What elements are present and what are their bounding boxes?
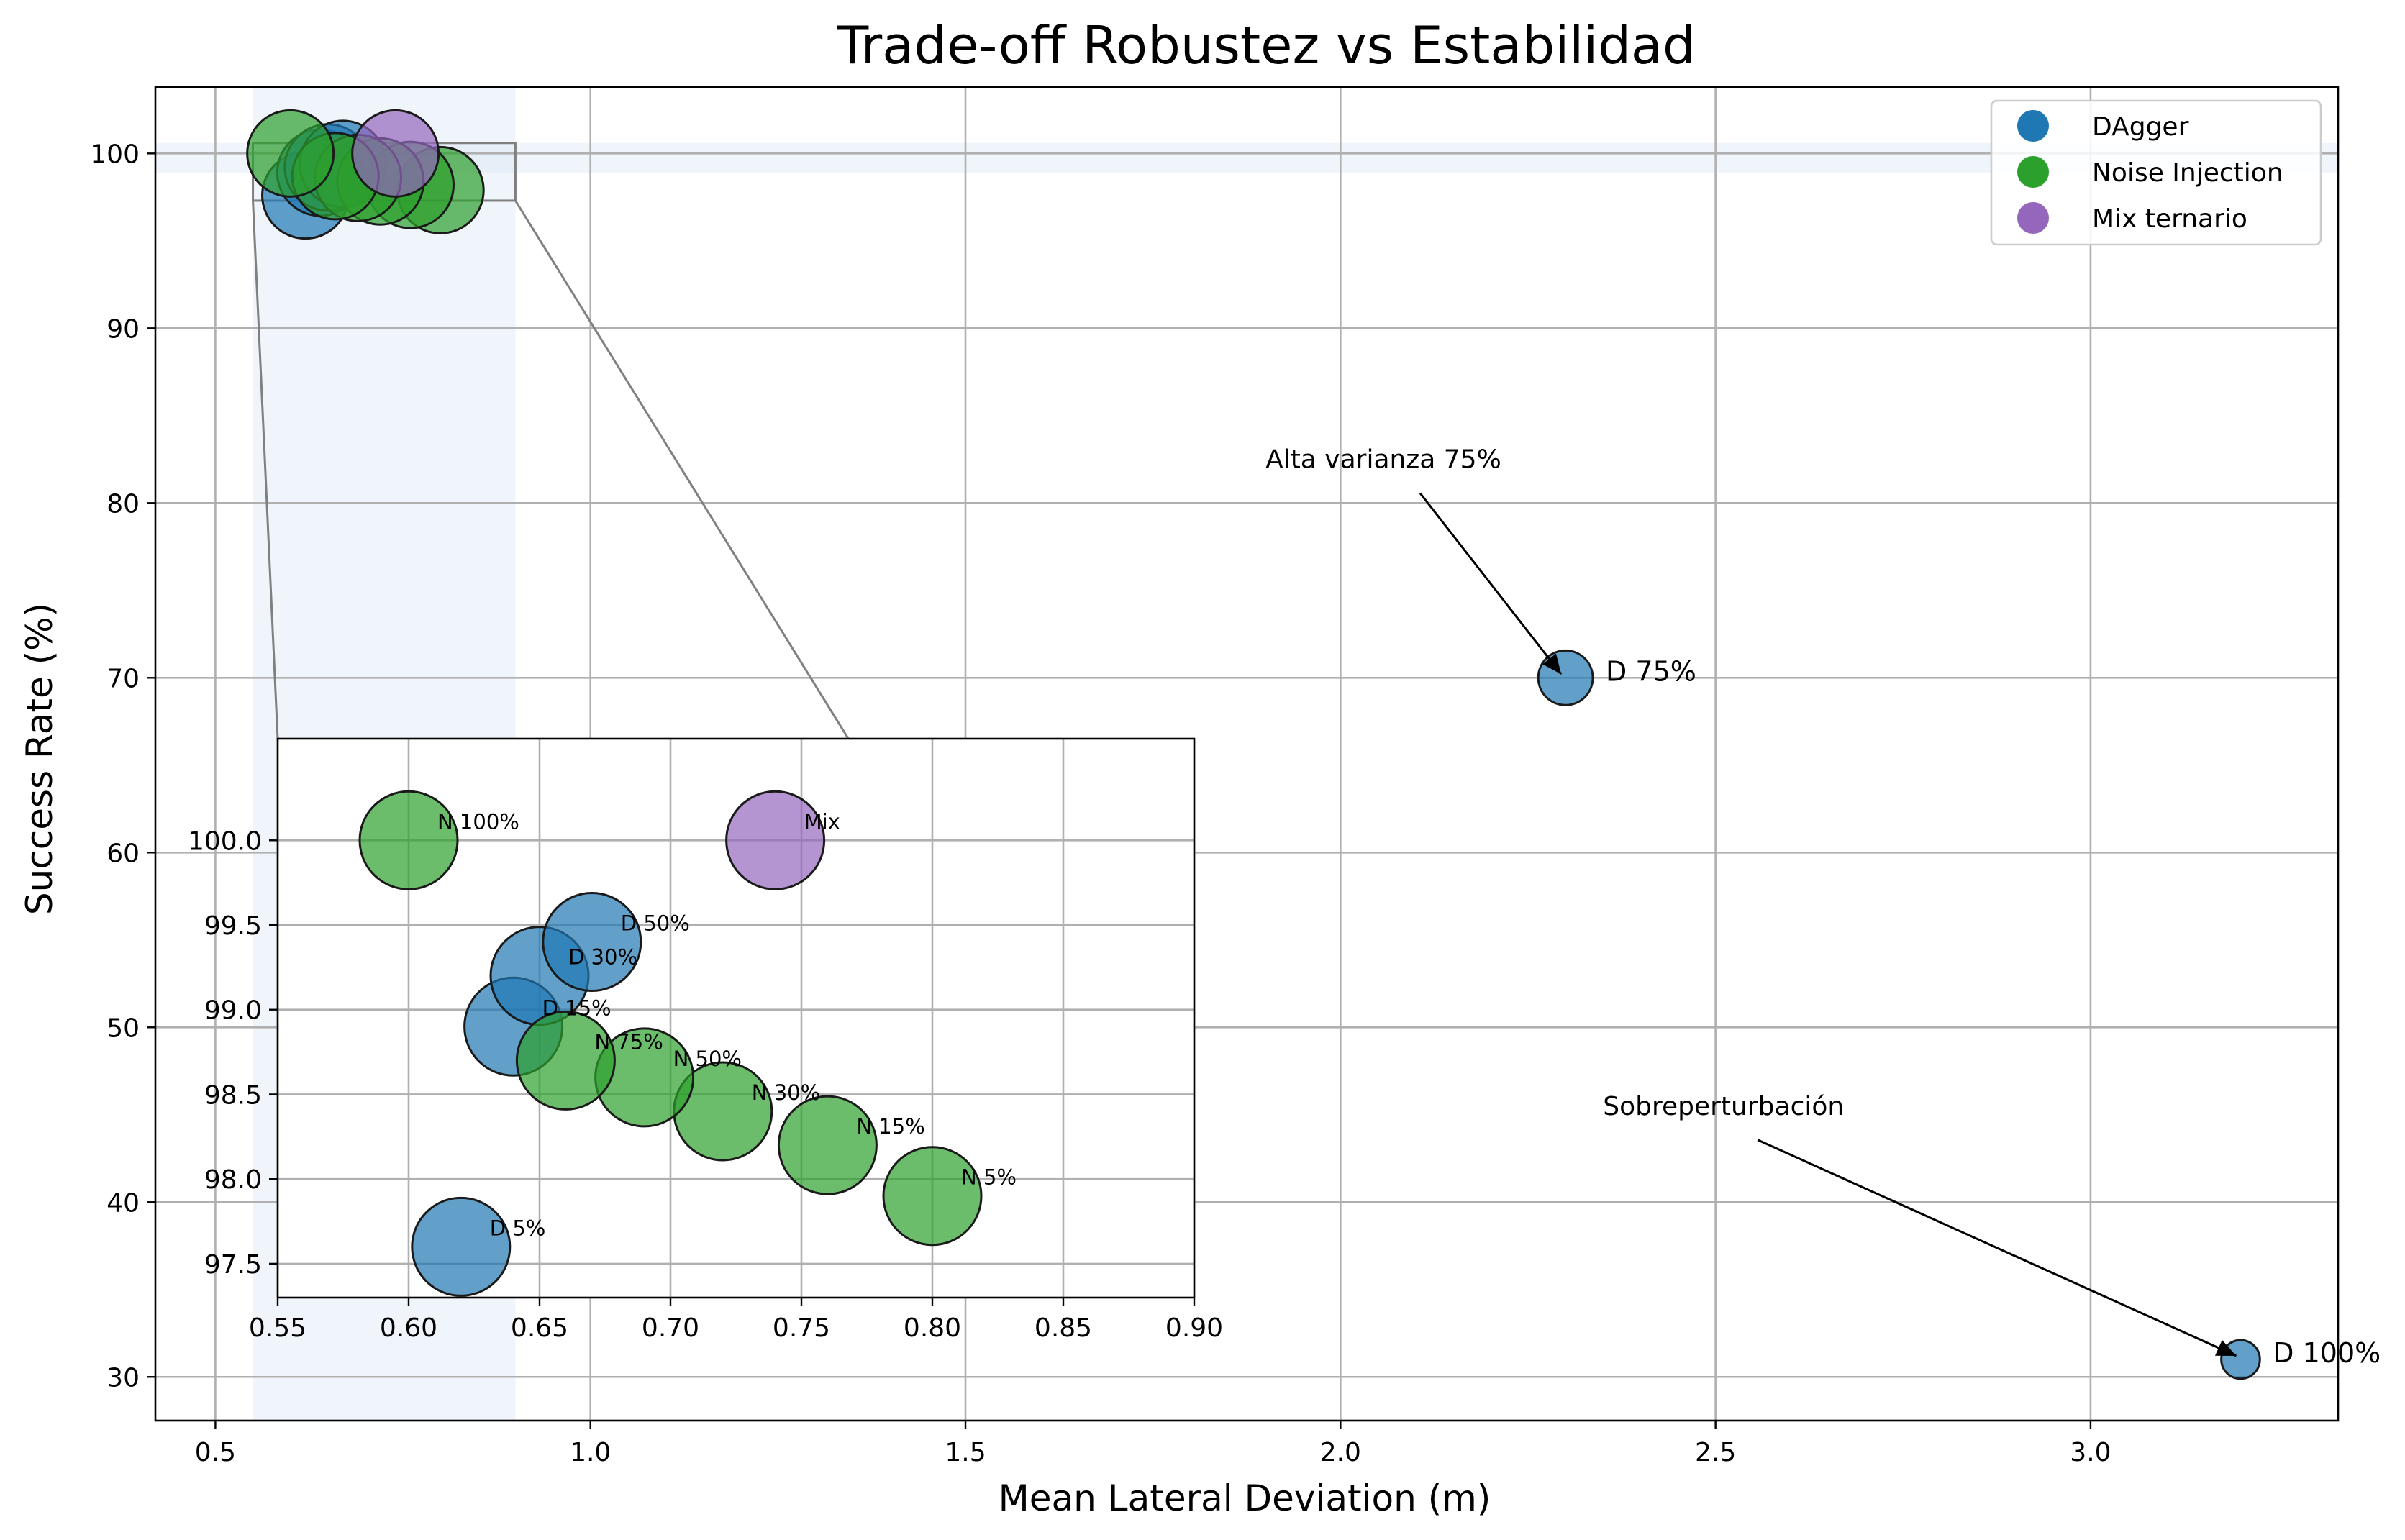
- data-point: [351, 109, 440, 198]
- plot-frame: [154, 86, 2340, 1422]
- inset-data-point: [882, 1146, 983, 1247]
- inset-x-tick-label: 0.65: [511, 1313, 568, 1343]
- zoom-connector-line: [252, 200, 279, 739]
- legend-entry-label: Mix ternario: [2092, 204, 2247, 234]
- annotation-text: Sobreperturbación: [1603, 1092, 1844, 1121]
- y-tick-label: 100: [90, 140, 140, 169]
- x-tick-label: 2.5: [1695, 1438, 1736, 1467]
- inset-y-tick-label: 97.5: [204, 1250, 262, 1280]
- inset-point-label: N 50%: [673, 1047, 742, 1071]
- point-label: D 100%: [2273, 1337, 2381, 1369]
- legend-entry-label: DAgger: [2092, 112, 2189, 142]
- y-tick-label: 60: [106, 839, 140, 868]
- inset-point-label: N 30%: [752, 1080, 820, 1105]
- inset-x-tick-label: 0.75: [773, 1313, 830, 1343]
- x-tick-label: 0.5: [195, 1438, 236, 1467]
- inset-data-point: [515, 1010, 616, 1111]
- legend-marker: [2017, 202, 2049, 234]
- inset-point-label: D 30%: [568, 945, 637, 970]
- y-axis-label: Success Rate (%): [19, 603, 60, 915]
- inset-x-tick-label: 0.55: [249, 1313, 306, 1343]
- inset-frame: [276, 737, 1196, 1299]
- inset-point-label: N 75%: [594, 1029, 663, 1054]
- y-tick-label: 90: [106, 314, 140, 344]
- inset-plot: 0.55 0.60 0.65 0.70 0.75 0.80 0.85 0.90 97.5 98.0…: [188, 737, 1223, 1343]
- annotation-arrow: [1419, 492, 1563, 675]
- y-tick-label: 80: [106, 489, 140, 519]
- data-point: [2220, 1339, 2261, 1380]
- x-tick-label: 1.0: [570, 1438, 611, 1467]
- inset-point-label: D 15%: [542, 995, 612, 1020]
- inset-y-tick-label: 100.0: [188, 826, 262, 856]
- inset-data-point: [358, 790, 459, 890]
- legend-entry-label: Noise Injection: [2092, 158, 2283, 188]
- y-tick-label: 70: [106, 664, 140, 693]
- y-tick-label: 30: [106, 1363, 140, 1393]
- inset-point-label: N 100%: [437, 809, 519, 834]
- inset-y-tick-label: 98.5: [204, 1080, 262, 1110]
- data-point: [246, 109, 335, 198]
- legend-marker: [2017, 156, 2049, 188]
- inset-x-tick-label: 0.90: [1165, 1313, 1223, 1343]
- inset-x-tick-label: 0.60: [380, 1313, 437, 1343]
- y-tick-label: 50: [106, 1013, 140, 1043]
- inset-data-point: [725, 790, 826, 890]
- x-tick-label: 2.0: [1320, 1438, 1361, 1467]
- inset-y-tick-label: 99.5: [204, 911, 262, 941]
- inset-x-tick-label: 0.70: [642, 1313, 699, 1343]
- chart-title: Trade-off Robustez vs Estabilidad: [836, 15, 1695, 76]
- y-highlight-band: [155, 142, 2338, 173]
- inset-data-point: [542, 892, 642, 993]
- inset-point-label: N 15%: [856, 1114, 924, 1139]
- x-tick-label: 1.5: [945, 1438, 986, 1467]
- annotation-text: Alta varianza 75%: [1265, 445, 1501, 475]
- inset-point-label: D 50%: [621, 911, 690, 936]
- inset-data-point: [777, 1095, 878, 1195]
- inset-x-tick-label: 0.80: [904, 1313, 961, 1343]
- inset-point-label: Mix: [804, 809, 840, 834]
- inset-data-point: [411, 1196, 512, 1297]
- data-point: [1537, 649, 1594, 706]
- inset-x-tick-label: 0.85: [1035, 1313, 1092, 1343]
- y-tick-label: 40: [106, 1188, 140, 1218]
- inset-y-tick-label: 98.0: [204, 1165, 262, 1195]
- point-label: D 75%: [1606, 655, 1696, 687]
- annotation-arrow: [1757, 1139, 2237, 1357]
- x-tick-label: 3.0: [2070, 1438, 2111, 1467]
- inset-point-label: D 5%: [490, 1216, 546, 1240]
- inset-y-tick-label: 99.0: [204, 996, 262, 1026]
- inset-point-label: N 5%: [961, 1165, 1017, 1190]
- legend-marker: [2017, 110, 2049, 142]
- x-axis-label: Mean Lateral Deviation (m): [999, 1477, 1491, 1519]
- legend-box: [1990, 99, 2322, 246]
- legend: DAgger Noise Injection Mix ternario: [1990, 99, 2322, 246]
